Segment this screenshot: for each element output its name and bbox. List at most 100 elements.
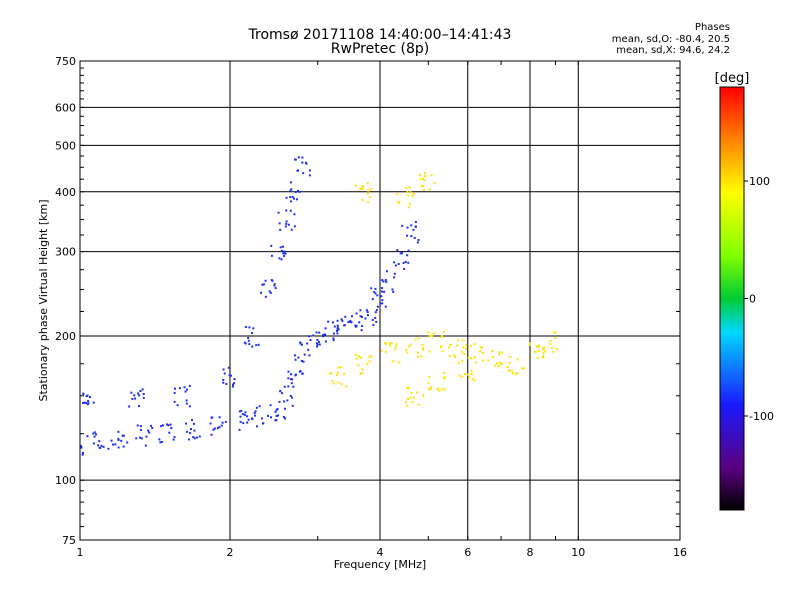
- x-tick-label: 16: [673, 546, 687, 559]
- data-point: [380, 349, 383, 352]
- data-point: [95, 433, 98, 436]
- data-point: [280, 249, 283, 252]
- data-point: [121, 434, 124, 437]
- data-point: [293, 213, 296, 216]
- data-point: [289, 196, 292, 199]
- data-point: [448, 346, 451, 349]
- data-point: [126, 441, 129, 444]
- data-point: [542, 348, 545, 351]
- data-point: [355, 354, 358, 357]
- y-tick-label: 100: [55, 474, 76, 487]
- data-point: [332, 382, 335, 385]
- data-point: [281, 245, 284, 248]
- data-point: [470, 372, 473, 375]
- data-point: [332, 337, 335, 340]
- data-point: [307, 348, 310, 351]
- data-point: [407, 398, 410, 401]
- data-point: [423, 179, 426, 182]
- data-point: [406, 387, 409, 390]
- data-point: [222, 378, 225, 381]
- data-point: [331, 321, 334, 324]
- data-point: [369, 355, 372, 358]
- data-point: [120, 439, 123, 442]
- data-point: [376, 305, 379, 308]
- data-point: [406, 254, 409, 257]
- data-point: [401, 224, 404, 227]
- data-point: [441, 350, 444, 353]
- data-point: [384, 342, 387, 345]
- data-point: [368, 196, 371, 199]
- data-point: [391, 288, 394, 291]
- data-point: [523, 367, 526, 370]
- data-point: [286, 399, 289, 402]
- data-point: [117, 430, 120, 433]
- data-point: [212, 428, 215, 431]
- data-point: [402, 261, 405, 264]
- data-point: [529, 342, 532, 345]
- data-point: [383, 290, 386, 293]
- data-point: [274, 410, 277, 413]
- colorbar: [719, 86, 745, 511]
- data-point: [427, 387, 430, 390]
- data-point: [92, 401, 95, 404]
- data-point: [463, 353, 466, 356]
- data-point: [368, 356, 371, 359]
- data-point: [366, 192, 369, 195]
- data-point: [107, 447, 110, 450]
- data-point: [498, 351, 501, 354]
- data-point: [469, 344, 472, 347]
- data-point: [514, 373, 517, 376]
- data-point: [427, 381, 430, 384]
- data-point: [415, 391, 418, 394]
- data-point: [392, 360, 395, 363]
- data-point: [244, 411, 247, 414]
- data-point: [138, 394, 141, 397]
- data-point: [367, 189, 370, 192]
- data-point: [354, 324, 357, 327]
- colorbar-tick-label: 100: [749, 175, 770, 188]
- data-point: [433, 332, 436, 335]
- data-point: [232, 382, 235, 385]
- data-point: [479, 349, 482, 352]
- data-point: [223, 372, 226, 375]
- data-point: [349, 320, 352, 323]
- data-point: [443, 388, 446, 391]
- data-point: [394, 348, 397, 351]
- data-point: [345, 385, 348, 388]
- data-point: [287, 377, 290, 380]
- data-point: [135, 437, 138, 440]
- data-point: [381, 302, 384, 305]
- data-point: [509, 356, 512, 359]
- data-point: [465, 347, 468, 350]
- data-point: [453, 354, 456, 357]
- data-point: [535, 345, 538, 348]
- data-point: [247, 336, 250, 339]
- data-point: [381, 299, 384, 302]
- y-tick-label: 400: [55, 186, 76, 199]
- data-point: [289, 209, 292, 212]
- data-point: [80, 446, 83, 449]
- data-point: [283, 254, 286, 257]
- x-tick-label: 4: [377, 546, 384, 559]
- data-point: [227, 366, 230, 369]
- data-point: [251, 417, 254, 420]
- data-point: [368, 360, 371, 363]
- data-point: [309, 339, 312, 342]
- data-point: [466, 373, 469, 376]
- data-point: [294, 374, 297, 377]
- data-point: [429, 388, 432, 391]
- data-point: [411, 195, 414, 198]
- data-point: [361, 185, 364, 188]
- data-point: [269, 416, 272, 419]
- data-point: [298, 190, 301, 193]
- data-point: [285, 196, 288, 199]
- data-point: [336, 324, 339, 327]
- data-point: [232, 383, 235, 386]
- data-point: [256, 425, 259, 428]
- data-point: [366, 310, 369, 313]
- data-point: [290, 378, 293, 381]
- data-point: [282, 415, 285, 418]
- data-point: [244, 325, 247, 328]
- data-point: [542, 356, 545, 359]
- data-point: [284, 407, 287, 410]
